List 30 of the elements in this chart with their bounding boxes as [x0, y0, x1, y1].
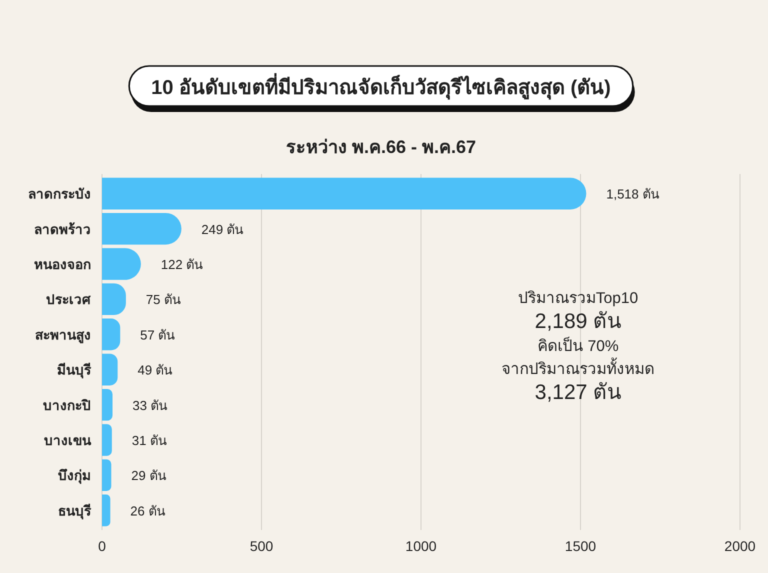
x-tick-label: 1500: [564, 538, 596, 554]
value-label: 122 ตัน: [160, 257, 204, 272]
x-tick-label: 500: [250, 538, 274, 554]
value-label: 26 ตัน: [130, 503, 166, 518]
x-tick-label: 1000: [405, 538, 437, 554]
annotation: คิดเป็น 70%: [537, 338, 619, 355]
category-label: สะพานสูง: [35, 327, 91, 342]
value-label: 49 ตัน: [138, 362, 173, 378]
category-label: บึงกุ่ม: [58, 468, 91, 484]
value-label: 29 ตัน: [131, 468, 166, 484]
category-label: ธนบุรี: [58, 503, 91, 518]
x-tick-label: 0: [98, 538, 106, 554]
category-label: บางเขน: [44, 433, 91, 448]
annotation: 2,189 ตัน: [534, 310, 622, 333]
category-label: บางกะปิ: [43, 398, 91, 413]
value-label: 75 ตัน: [146, 292, 181, 308]
value-label: 57 ตัน: [140, 327, 176, 342]
value-label: 1,518 ตัน: [606, 186, 660, 202]
value-label: 33 ตัน: [132, 398, 168, 413]
category-label: ลาดพร้าว: [34, 222, 91, 237]
x-tick-label: 2000: [724, 538, 756, 554]
category-label: ประเวศ: [46, 292, 91, 308]
category-label: ลาดกระบัง: [28, 186, 91, 202]
annotation: ปริมาณรวมTop10: [518, 290, 638, 307]
subtitle: ระหว่าง พ.ค.66 - พ.ค.67: [286, 137, 476, 157]
category-label: หนองจอก: [34, 257, 91, 272]
annotation: 3,127 ตัน: [534, 381, 622, 404]
category-label: มีนบุรี: [57, 362, 91, 378]
value-label: 31 ตัน: [132, 433, 167, 448]
value-label: 249 ตัน: [201, 222, 244, 237]
